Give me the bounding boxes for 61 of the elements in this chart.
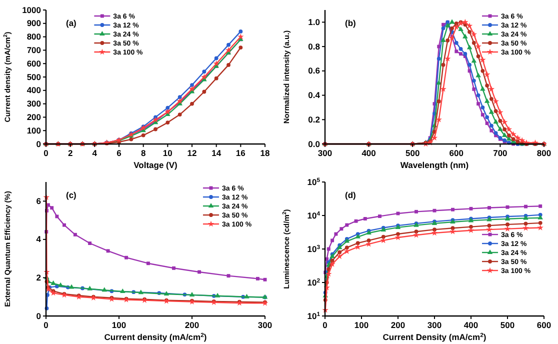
x-tick-label: 100 (354, 320, 369, 330)
y-tick-label: 600 (26, 58, 42, 68)
y-tick-label: 0.0 (308, 138, 320, 149)
x-tick-label: 600 (536, 320, 552, 330)
x-tick-label: 500 (406, 148, 420, 158)
x-tick-label: 100 (112, 320, 126, 330)
y-tick-label: 400 (26, 85, 42, 96)
y-tick-label: 0 (36, 310, 42, 321)
y-tick-label: 800 (26, 32, 42, 42)
x-tick-label: 500 (500, 320, 515, 330)
y-tick-label: 1000 (22, 4, 42, 15)
x-tick-label: 8 (140, 148, 146, 158)
x-tick-label: 400 (362, 148, 376, 158)
y-tick-label: 0.6 (308, 66, 320, 76)
y-tick-label: 200 (26, 112, 42, 122)
y-tick-label: 10$^{3}$ (307, 244, 321, 254)
y-tick-label: 0.2 (308, 114, 320, 124)
x-tick-label: 6 (116, 148, 122, 158)
x-axis-title: Voltage (V) (134, 160, 178, 170)
y-tick-label: 2 (36, 272, 42, 283)
y-tick-label: 4 (36, 234, 42, 244)
y-tick-label: 6 (36, 196, 42, 206)
x-tick-label: 200 (390, 320, 406, 330)
x-tick-label: 14 (212, 148, 222, 158)
x-tick-label: 600 (449, 148, 464, 158)
y-tick-label: 500 (26, 72, 42, 82)
annotation: (d) (345, 190, 356, 200)
x-tick-label: 2 (68, 148, 73, 158)
x-tick-label: 18 (260, 148, 270, 158)
annotation: (c) (66, 190, 77, 200)
y-tick-label: 10$^{5}$ (307, 176, 321, 187)
x-tick-label: 0 (44, 320, 49, 330)
x-axis-title: Current density (mA/cm$^{2}$) (104, 332, 207, 342)
y-tick-label: 0.8 (308, 41, 320, 52)
x-axis-title: Wavelength (nm) (400, 160, 469, 170)
x-tick-label: 4 (92, 148, 98, 158)
x-tick-label: 300 (427, 320, 442, 330)
y-tick-label: 0 (36, 138, 42, 149)
y-tick-label: 1.0 (308, 16, 320, 27)
y-tick-label: 100 (26, 125, 42, 136)
y-tick-label: 900 (26, 18, 42, 28)
x-tick-label: 300 (318, 148, 332, 158)
x-tick-label: 0 (322, 320, 328, 330)
x-tick-label: 300 (258, 320, 272, 330)
y-tick-label: 10$^{1}$ (307, 310, 321, 321)
x-tick-label: 16 (236, 148, 246, 158)
annotation: (a) (66, 18, 77, 28)
y-tick-label: 0.4 (308, 90, 320, 100)
y-tick-label: 10$^{2}$ (307, 277, 321, 288)
x-tick-label: 10 (162, 148, 173, 158)
x-tick-label: 0 (44, 148, 49, 158)
y-tick-label: 700 (26, 45, 42, 56)
y-tick-label: 300 (26, 98, 42, 109)
x-tick-label: 700 (493, 148, 508, 158)
x-tick-label: 12 (187, 148, 197, 158)
x-axis-title: Current Density (mA/cm$^{2}$) (382, 332, 486, 342)
annotation: (b) (345, 18, 356, 28)
x-tick-label: 400 (464, 320, 478, 330)
x-tick-label: 800 (536, 148, 552, 158)
y-tick-label: 10$^{4}$ (307, 210, 321, 220)
x-tick-label: 200 (184, 320, 200, 330)
